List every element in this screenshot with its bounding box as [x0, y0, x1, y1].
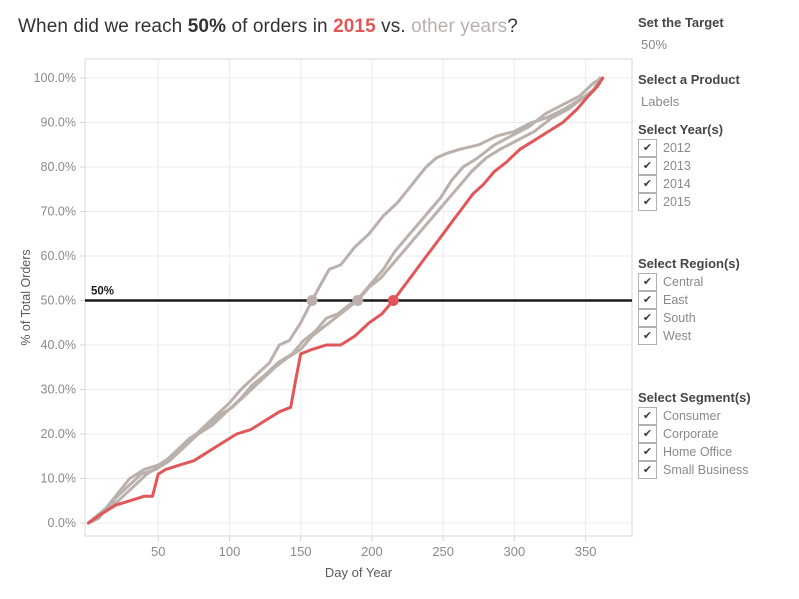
- year-filter-list: ✔ 2012 ✔ 2013 ✔ 2014 ✔ 2015: [638, 138, 691, 211]
- title-prefix: When did we reach: [18, 16, 188, 37]
- checkmark-icon: ✔: [642, 464, 653, 476]
- checkbox-corporate[interactable]: ✔: [638, 424, 657, 443]
- segment-filter-list: ✔ Consumer ✔ Corporate ✔ Home Office ✔ S…: [638, 406, 748, 479]
- checkbox-home-office[interactable]: ✔: [638, 442, 657, 461]
- checkbox-label: Central: [663, 274, 704, 289]
- target-value[interactable]: 50%: [641, 37, 668, 52]
- page-title: When did we reach 50% of orders in 2015 …: [18, 16, 518, 38]
- x-tick-label: 300: [504, 544, 526, 559]
- y-tick-label: 80.0%: [41, 160, 76, 174]
- y-axis-title: % of Total Orders: [19, 249, 33, 345]
- set-target-label: Set the Target: [638, 15, 724, 30]
- select-years-label: Select Year(s): [638, 122, 724, 137]
- checkbox-label: Home Office: [663, 444, 733, 459]
- checkmark-icon: ✔: [642, 178, 653, 190]
- chart-line-2013[interactable]: [86, 76, 605, 525]
- checkmark-icon: ✔: [642, 294, 653, 306]
- checkmark-icon: ✔: [642, 312, 653, 324]
- checkbox-south[interactable]: ✔: [638, 308, 657, 327]
- crossing-dot-2012[interactable]: [306, 295, 318, 306]
- checkmark-icon: ✔: [642, 410, 653, 422]
- filter-row-south: ✔ South: [638, 308, 703, 327]
- filter-row-2015: ✔ 2015: [638, 192, 691, 211]
- select-product-label: Select a Product: [638, 72, 740, 87]
- y-tick-label: 20.0%: [41, 427, 76, 441]
- x-tick-label: 50: [151, 544, 165, 559]
- y-tick-label: 90.0%: [41, 116, 76, 130]
- title-other-years: other years: [411, 16, 508, 37]
- chart-line-2014[interactable]: [86, 76, 605, 525]
- filter-row-2014: ✔ 2014: [638, 174, 691, 193]
- title-target-pct: 50%: [187, 16, 227, 37]
- checkbox-2012[interactable]: ✔: [638, 138, 657, 157]
- checkmark-icon: ✔: [642, 276, 653, 288]
- checkbox-west[interactable]: ✔: [638, 326, 657, 345]
- checkbox-2015[interactable]: ✔: [638, 192, 657, 211]
- x-tick-label: 250: [432, 544, 454, 559]
- x-tick-label: 100: [219, 544, 241, 559]
- x-tick-label: 150: [290, 544, 312, 559]
- filter-row-west: ✔ West: [638, 326, 703, 345]
- filter-row-2012: ✔ 2012: [638, 138, 691, 157]
- filter-row-corporate: ✔ Corporate: [638, 424, 748, 443]
- checkmark-icon: ✔: [642, 196, 653, 208]
- checkbox-label: 2014: [663, 176, 691, 191]
- checkbox-2013[interactable]: ✔: [638, 156, 657, 175]
- checkbox-consumer[interactable]: ✔: [638, 406, 657, 425]
- filter-row-2013: ✔ 2013: [638, 156, 691, 175]
- select-regions-label: Select Region(s): [638, 256, 740, 271]
- select-segments-label: Select Segment(s): [638, 390, 751, 405]
- chart-line-2015[interactable]: [86, 76, 605, 525]
- line-chart: 0.0% 10.0% 20.0% 30.0% 40.0% 50.0% 60.0% 70.0% 8…: [19, 58, 633, 580]
- checkbox-label: South: [663, 310, 696, 325]
- filter-row-home-office: ✔ Home Office: [638, 442, 748, 461]
- checkbox-label: West: [663, 328, 692, 343]
- checkmark-icon: ✔: [642, 160, 653, 172]
- title-year-2015: 2015: [333, 16, 376, 37]
- checkbox-label: 2013: [663, 158, 691, 173]
- checkbox-label: Corporate: [663, 426, 719, 441]
- checkbox-label: East: [663, 292, 689, 307]
- y-tick-label: 70.0%: [41, 205, 76, 219]
- y-tick-label: 0.0%: [48, 516, 77, 530]
- checkbox-2014[interactable]: ✔: [638, 174, 657, 193]
- filter-row-east: ✔ East: [638, 290, 703, 309]
- y-tick-label: 10.0%: [41, 472, 76, 486]
- x-axis-title: Day of Year: [325, 565, 393, 580]
- checkbox-label: Small Business: [663, 462, 749, 477]
- checkmark-icon: ✔: [642, 330, 653, 342]
- checkbox-label: 2012: [663, 140, 691, 155]
- product-value[interactable]: Labels: [641, 94, 680, 109]
- checkmark-icon: ✔: [642, 446, 653, 458]
- x-tick-label: 200: [361, 544, 383, 559]
- y-tick-label: 60.0%: [41, 249, 76, 263]
- plot-border: [84, 58, 633, 537]
- y-tick-label: 30.0%: [41, 383, 76, 397]
- title-suffix: ?: [507, 16, 518, 37]
- checkbox-east[interactable]: ✔: [638, 290, 657, 309]
- region-filter-list: ✔ Central ✔ East ✔ South ✔ West: [638, 272, 703, 345]
- checkmark-icon: ✔: [642, 428, 653, 440]
- checkbox-central[interactable]: ✔: [638, 272, 657, 291]
- y-tick-label: 40.0%: [41, 338, 76, 352]
- target-line-label: 50%: [91, 286, 114, 298]
- filter-row-central: ✔ Central: [638, 272, 703, 291]
- title-middle: of orders in: [226, 16, 334, 37]
- y-tick-label: 100.0%: [34, 71, 76, 85]
- checkbox-small-business[interactable]: ✔: [638, 460, 657, 479]
- crossing-dot-2015[interactable]: [387, 295, 399, 306]
- checkbox-label: 2015: [663, 194, 691, 209]
- title-vs: vs.: [375, 16, 412, 37]
- checkbox-label: Consumer: [663, 408, 721, 423]
- filter-row-consumer: ✔ Consumer: [638, 406, 748, 425]
- checkmark-icon: ✔: [642, 142, 653, 154]
- y-tick-label: 50.0%: [41, 294, 76, 308]
- x-tick-label: 350: [575, 544, 597, 559]
- filter-row-small-business: ✔ Small Business: [638, 460, 748, 479]
- control-panel: Set the Target 50% Select a Product Labe…: [638, 0, 796, 599]
- crossing-dot-2013[interactable]: [352, 295, 364, 306]
